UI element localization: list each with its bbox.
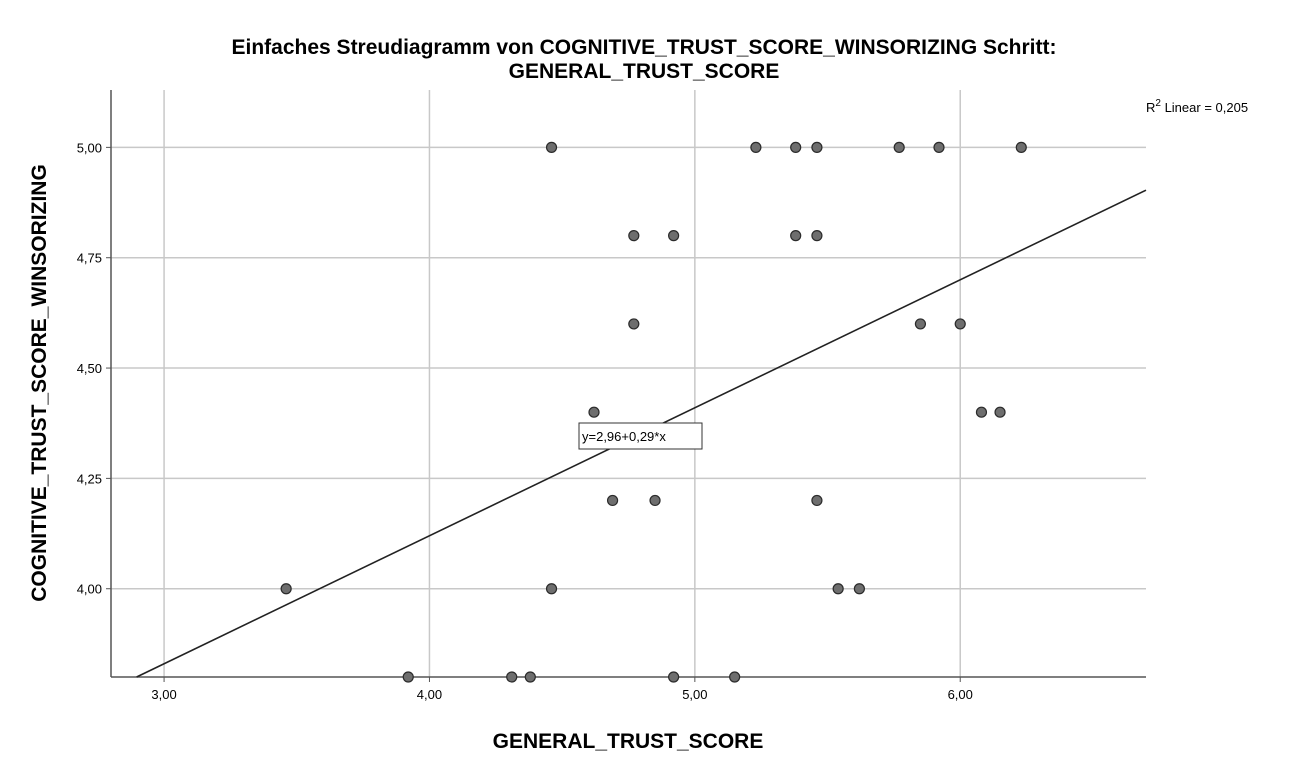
data-point — [853, 583, 865, 595]
data-points — [280, 141, 1027, 683]
x-tick-label: 5,00 — [682, 687, 707, 702]
data-point — [811, 494, 823, 507]
r2-label-rest: Linear = 0,205 — [1161, 100, 1248, 115]
data-point — [975, 406, 988, 418]
y-axis-ticks: 4,00 4,25 4,50 4,75 5,00 — [77, 140, 111, 597]
y-tick-label: 4,50 — [77, 361, 102, 376]
x-axis-label: GENERAL_TRUST_SCORE — [493, 730, 764, 753]
y-tick-label: 5,00 — [77, 140, 102, 155]
x-tick-label: 3,00 — [151, 687, 176, 702]
data-point — [506, 671, 518, 683]
y-tick-label: 4,25 — [77, 471, 102, 486]
x-axis-ticks: 3,00 4,00 5,00 6,00 — [151, 677, 973, 702]
y-tick-label: 4,00 — [77, 582, 102, 597]
data-point — [628, 230, 640, 242]
data-point — [668, 230, 680, 242]
y-axis-label: COGNITIVE_TRUST_SCORE_WINSORIZING — [28, 164, 51, 602]
data-point — [545, 141, 558, 153]
data-point — [954, 318, 966, 330]
data-point — [790, 230, 802, 242]
data-point — [832, 583, 844, 595]
r2-label-sup: 2 — [1155, 98, 1161, 109]
data-point — [729, 671, 741, 683]
y-tick-label: 4,75 — [77, 251, 102, 266]
fit-equation-label: y=2,96+0,29*x — [578, 422, 703, 450]
x-tick-label: 4,00 — [417, 687, 442, 702]
data-point — [668, 671, 680, 683]
data-point — [280, 583, 292, 595]
chart-title-line1: Einfaches Streudiagramm von COGNITIVE_TR… — [232, 36, 1057, 59]
data-point — [750, 141, 762, 153]
data-point — [811, 230, 823, 242]
chart-title-line2: GENERAL_TRUST_SCORE — [509, 60, 780, 83]
data-point — [402, 671, 414, 683]
data-point — [893, 141, 905, 153]
r2-label-prefix: R — [1146, 100, 1155, 115]
data-point — [628, 318, 640, 330]
data-point — [811, 141, 823, 153]
data-point — [790, 141, 802, 153]
fit-equation-text: y=2,96+0,29*x — [582, 429, 666, 444]
data-point — [649, 494, 661, 507]
x-tick-label: 6,00 — [948, 687, 973, 702]
data-point — [606, 494, 619, 507]
axes — [110, 90, 1146, 678]
data-point — [914, 318, 927, 330]
data-point — [1015, 141, 1027, 153]
data-point — [994, 406, 1006, 418]
data-point — [588, 406, 600, 418]
data-point — [933, 141, 945, 153]
r2-label: R2 Linear = 0,205 — [1146, 98, 1248, 115]
grid — [111, 90, 1146, 677]
data-point — [545, 583, 558, 595]
data-point — [524, 671, 536, 683]
